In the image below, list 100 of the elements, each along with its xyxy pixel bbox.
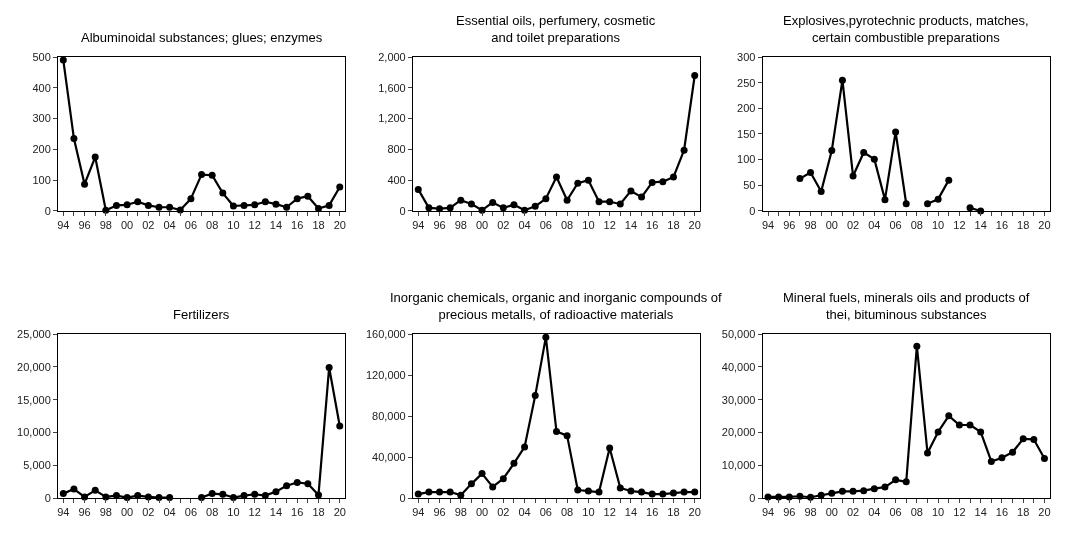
point xyxy=(499,475,507,483)
x-tick-label: 06 xyxy=(184,219,198,232)
y-tick-label: 120,000 xyxy=(365,368,406,381)
point xyxy=(521,443,529,451)
point xyxy=(870,485,878,493)
point xyxy=(436,205,444,213)
point xyxy=(229,202,237,210)
y-tick-label: 50 xyxy=(743,179,756,192)
y-tick-label: 10,000 xyxy=(17,426,51,439)
point xyxy=(293,195,301,203)
x-tick-label: 08 xyxy=(206,506,219,519)
point xyxy=(489,483,497,491)
point xyxy=(638,193,646,201)
x-tick-label: 00 xyxy=(120,506,134,519)
point xyxy=(860,148,868,156)
point xyxy=(144,201,152,209)
point xyxy=(315,491,322,499)
x-tick-label: 16 xyxy=(291,506,304,519)
x-tick-label: 96 xyxy=(433,219,446,232)
y-tick-label: 500 xyxy=(32,50,51,63)
point xyxy=(977,428,985,436)
point xyxy=(796,175,804,183)
x-tick-label: 20 xyxy=(333,506,346,519)
point xyxy=(552,428,560,436)
point xyxy=(155,203,163,211)
line-series xyxy=(59,56,344,214)
point xyxy=(293,478,301,486)
x-tick-label: 08 xyxy=(910,219,923,232)
x-tick-label: 98 xyxy=(99,506,112,519)
x-tick-label: 02 xyxy=(846,219,860,232)
point xyxy=(446,488,454,496)
x-tick-label: 04 xyxy=(868,506,881,519)
x-tick-label: 18 xyxy=(312,506,325,519)
x-tick-label: 08 xyxy=(560,506,574,519)
y-tick-label: 300 xyxy=(32,112,51,125)
point xyxy=(166,203,174,211)
x-tick-label: 02 xyxy=(497,506,510,519)
x-tick-label: 96 xyxy=(78,219,91,232)
point xyxy=(870,155,878,163)
y-tick-label: 30,000 xyxy=(721,393,756,406)
x-tick-label: 10 xyxy=(582,219,595,232)
point xyxy=(542,333,550,341)
point xyxy=(208,171,216,179)
y-tick-label: 80,000 xyxy=(372,409,406,422)
point xyxy=(325,201,333,209)
point xyxy=(446,204,454,212)
point xyxy=(648,490,656,498)
x-tick-label: 98 xyxy=(99,219,112,232)
y-tick-label: 2,000 xyxy=(378,50,406,63)
point xyxy=(892,476,900,484)
point xyxy=(606,198,614,206)
y-tick-label: 200 xyxy=(32,143,51,156)
x-tick-label: 98 xyxy=(804,219,817,232)
x-tick-label: 00 xyxy=(475,219,489,232)
point xyxy=(849,172,857,180)
y-tick-label: 20,000 xyxy=(721,426,756,439)
x-tick-label: 18 xyxy=(667,506,680,519)
x-tick-label: 14 xyxy=(974,506,987,519)
point xyxy=(531,392,539,400)
point xyxy=(304,480,312,488)
x-tick-label: 06 xyxy=(539,506,552,519)
point xyxy=(272,200,280,208)
point xyxy=(881,196,889,204)
y-tick-label: 25,000 xyxy=(17,327,51,340)
chart-title: Mineral fuels, minerals oils and products of thei, bituminous substances xyxy=(783,290,1030,322)
x-tick-label: 02 xyxy=(846,506,860,519)
point xyxy=(934,195,942,203)
y-tick-label: 10,000 xyxy=(721,459,756,472)
point xyxy=(627,187,635,195)
point xyxy=(595,488,603,496)
point xyxy=(691,72,699,80)
x-tick-label: 06 xyxy=(889,219,902,232)
point xyxy=(574,179,582,187)
point xyxy=(91,486,99,494)
x-tick-label: 04 xyxy=(518,506,531,519)
point xyxy=(669,173,677,181)
x-tick-label: 12 xyxy=(603,219,616,232)
point xyxy=(59,56,67,64)
point xyxy=(828,489,836,497)
point xyxy=(669,489,677,497)
point xyxy=(59,490,67,498)
x-tick-label: 20 xyxy=(333,219,346,232)
y-tick-label: 20,000 xyxy=(17,360,51,373)
point xyxy=(240,201,248,209)
point xyxy=(648,178,656,186)
y-tick-label: 400 xyxy=(32,81,51,94)
x-tick-label: 12 xyxy=(953,506,966,519)
x-tick-label: 10 xyxy=(932,506,945,519)
chart-title: Essential oils, perfumery, cosmetic and toilet preparations xyxy=(456,13,656,45)
y-tick-label: 0 xyxy=(44,204,51,217)
x-tick-label: 12 xyxy=(953,219,966,232)
y-tick-label: 0 xyxy=(399,492,406,505)
point xyxy=(1019,435,1027,443)
point xyxy=(627,487,635,495)
point xyxy=(123,201,131,209)
point xyxy=(945,176,953,184)
point xyxy=(272,488,280,496)
line-series xyxy=(414,333,699,499)
y-tick-label: 0 xyxy=(44,492,51,505)
point xyxy=(817,491,825,499)
